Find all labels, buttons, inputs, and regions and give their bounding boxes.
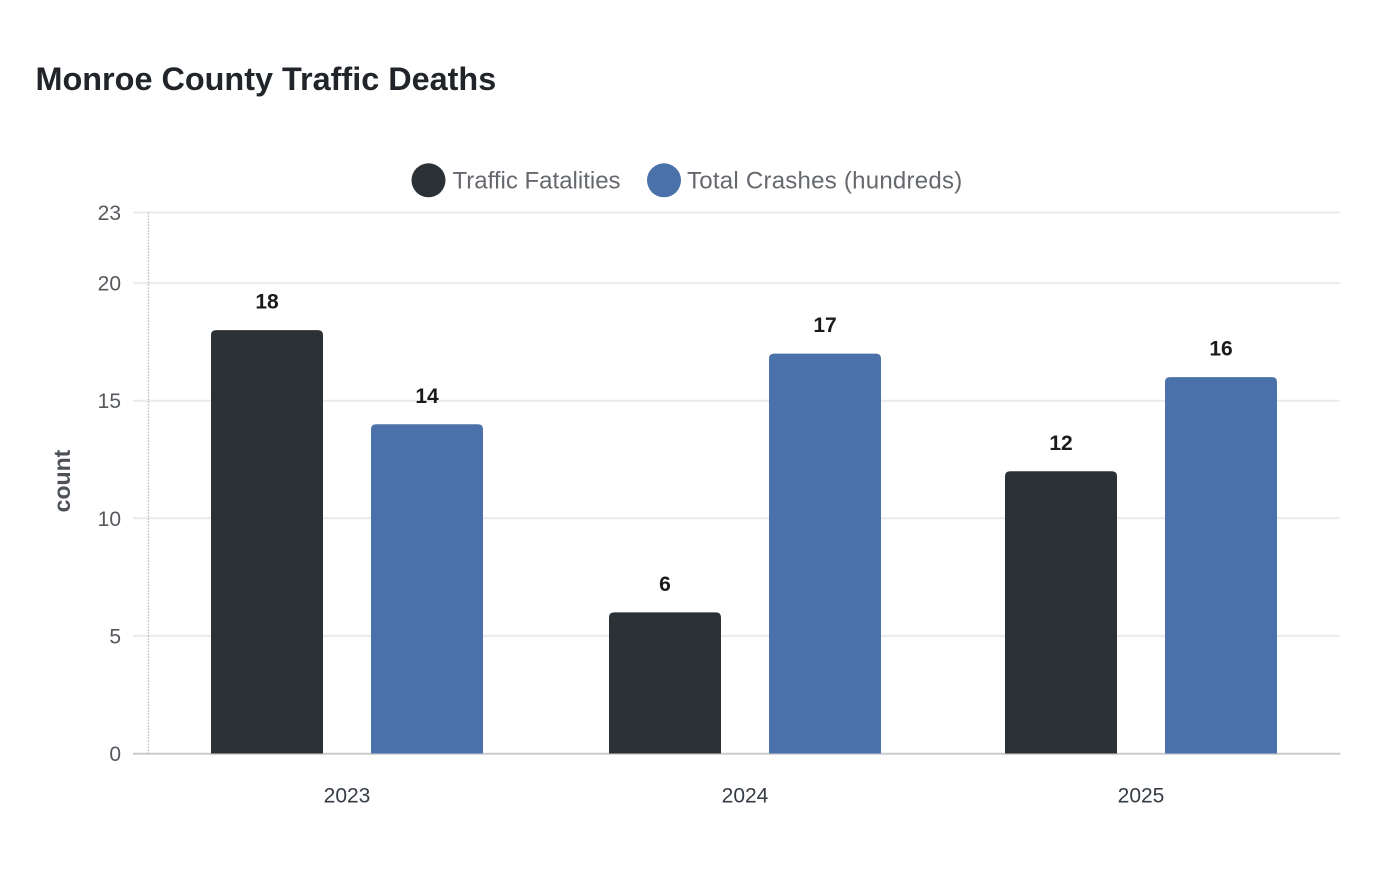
svg-text:10: 10 (98, 508, 121, 531)
svg-text:2023: 2023 (324, 785, 371, 808)
svg-text:5: 5 (109, 625, 121, 648)
svg-text:2025: 2025 (1118, 785, 1165, 808)
svg-text:17: 17 (813, 314, 836, 337)
svg-text:20: 20 (98, 273, 121, 296)
svg-text:18: 18 (255, 291, 279, 314)
svg-text:count: count (49, 449, 75, 512)
svg-text:16: 16 (1209, 338, 1232, 361)
svg-text:Traffic Fatalities: Traffic Fatalities (453, 167, 621, 194)
svg-text:Monroe County Traffic Deaths: Monroe County Traffic Deaths (36, 61, 497, 97)
svg-text:12: 12 (1049, 432, 1072, 455)
svg-text:Total Crashes (hundreds): Total Crashes (hundreds) (687, 167, 962, 194)
svg-text:0: 0 (109, 743, 121, 766)
svg-text:23: 23 (98, 202, 121, 225)
svg-text:6: 6 (659, 573, 671, 596)
svg-text:14: 14 (415, 385, 439, 408)
svg-text:15: 15 (98, 390, 121, 413)
svg-text:2024: 2024 (722, 785, 769, 808)
